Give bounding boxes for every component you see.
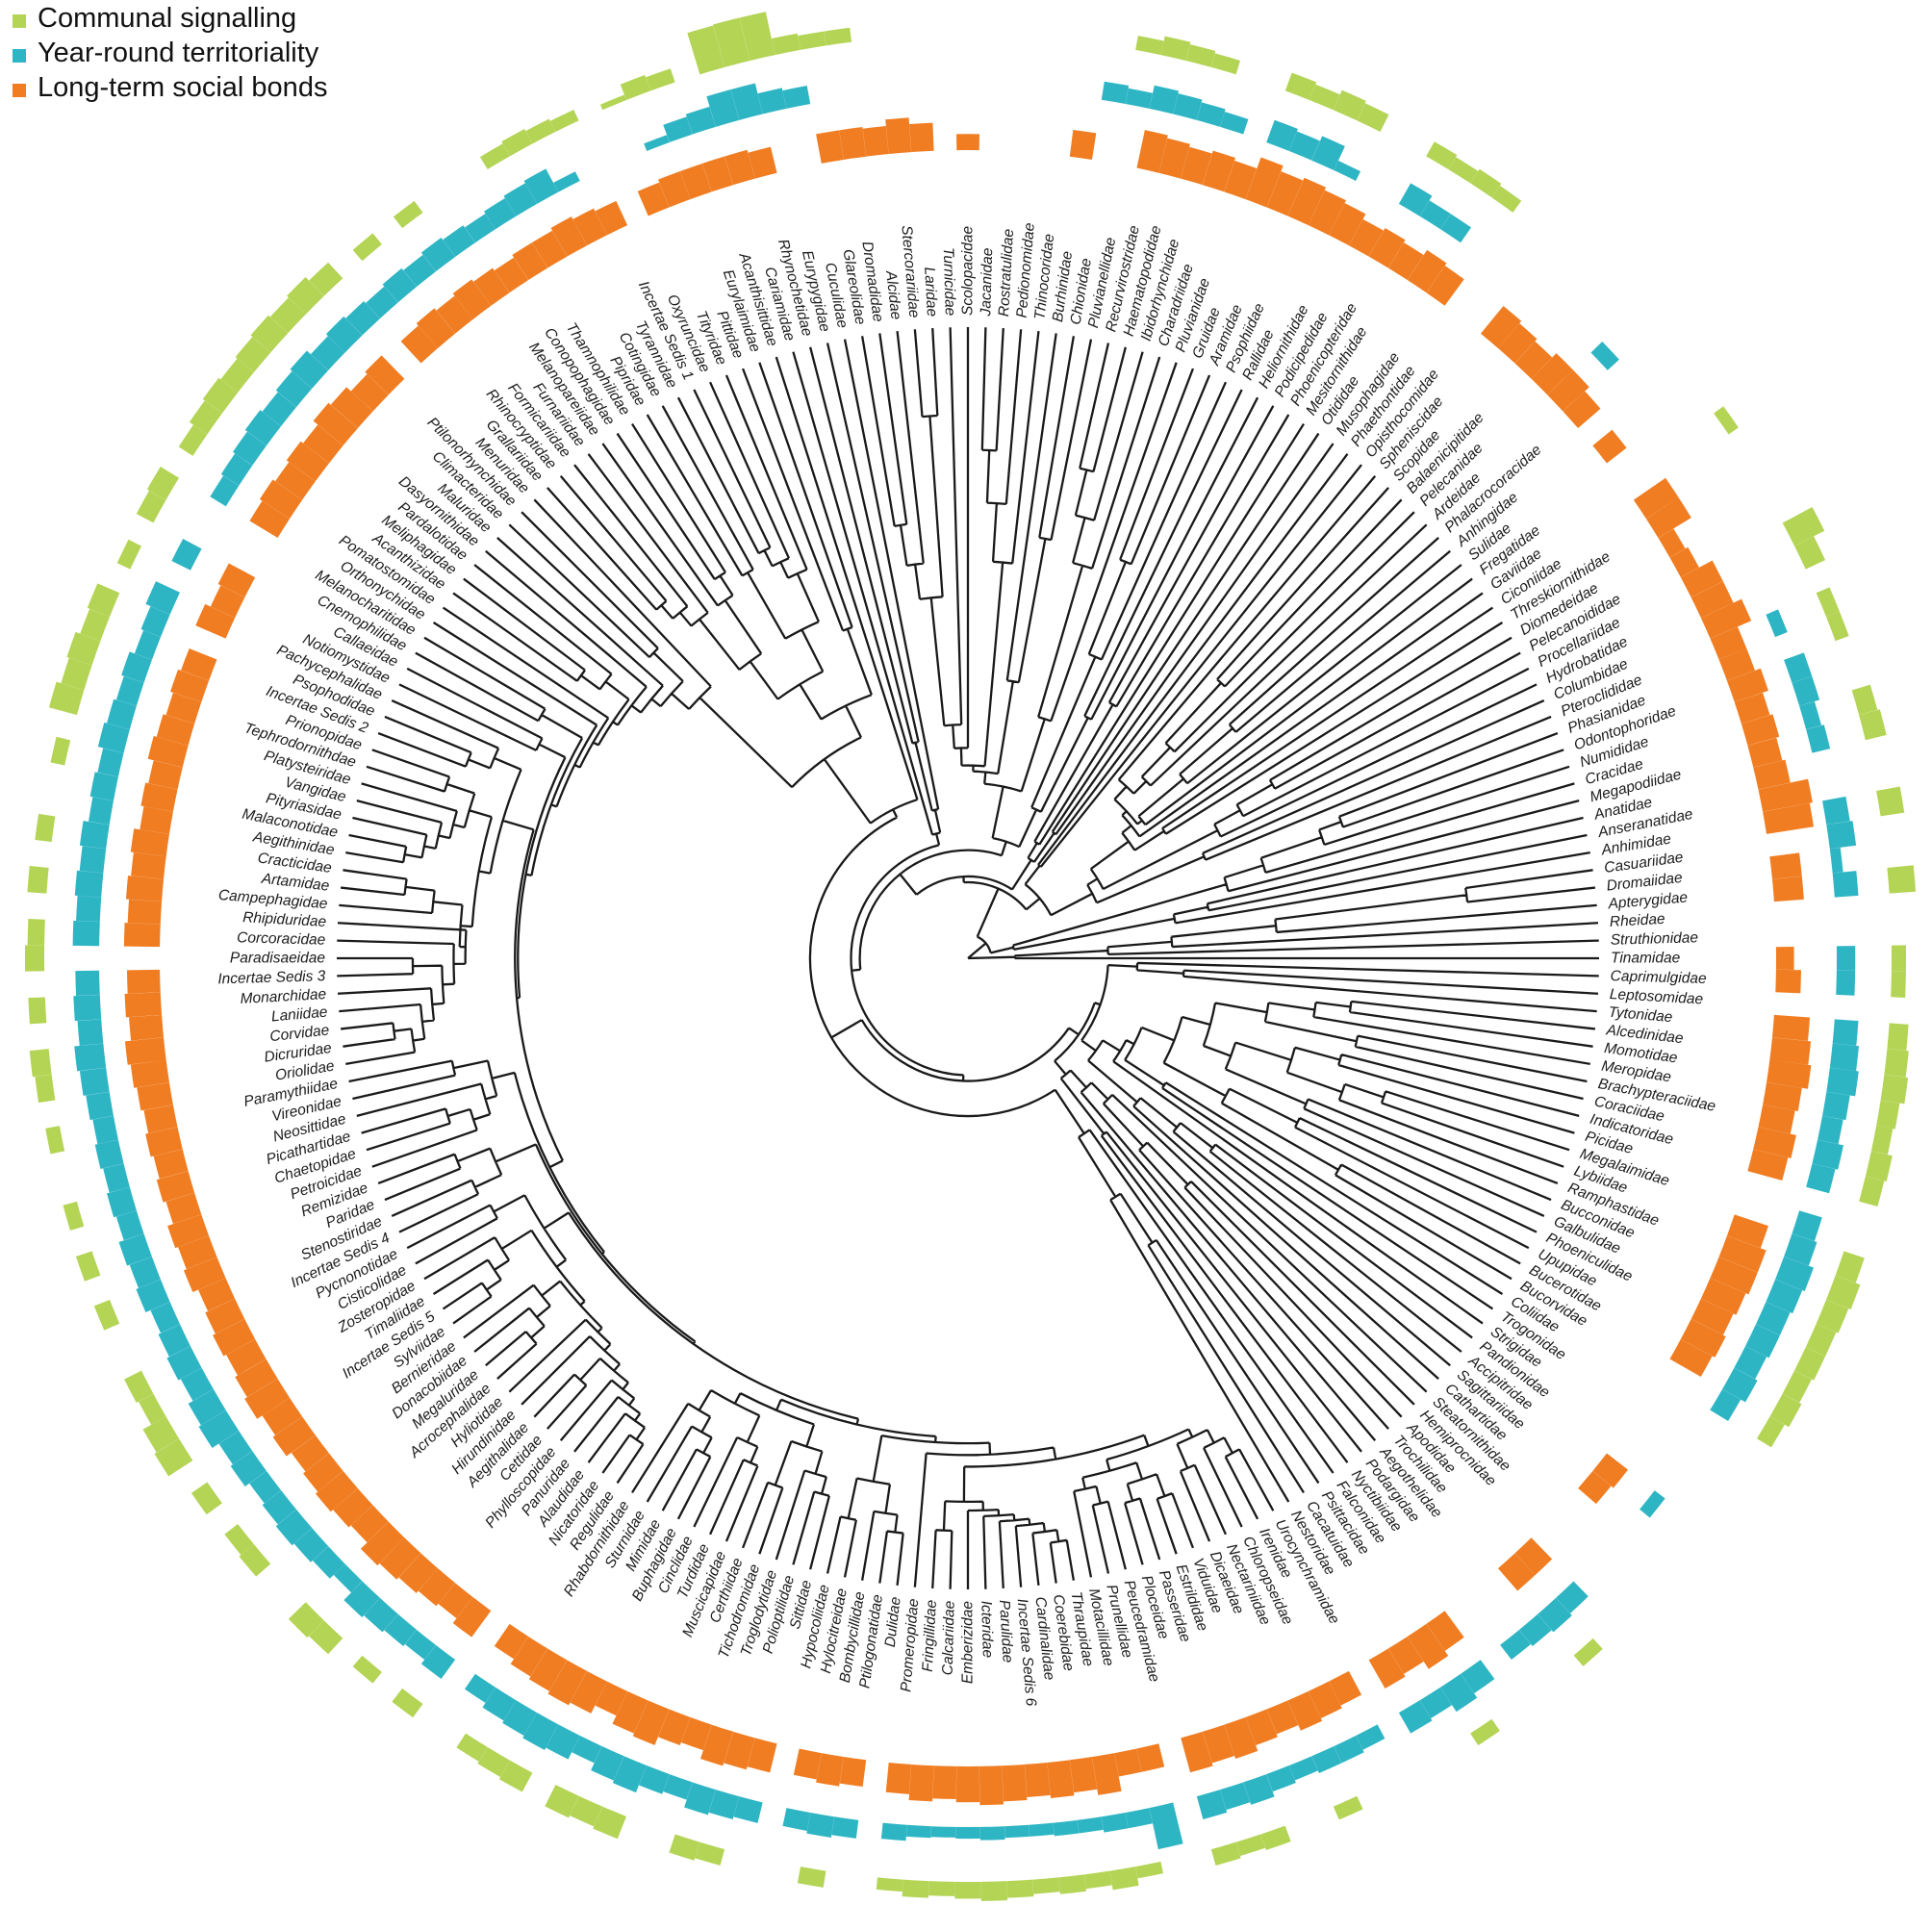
svg-text:Tinamidae: Tinamidae <box>1611 951 1681 967</box>
svg-text:Icteridae: Icteridae <box>978 1600 996 1658</box>
svg-text:Communal signalling: Communal signalling <box>38 3 296 34</box>
svg-text:Laniidae: Laniidae <box>270 1004 328 1026</box>
svg-text:Monarchidae: Monarchidae <box>240 986 327 1007</box>
svg-text:Struthionidae: Struthionidae <box>1610 929 1698 949</box>
svg-text:Incertae Sedis 3: Incertae Sedis 3 <box>217 968 326 987</box>
svg-text:Rostratulidae: Rostratulidae <box>996 228 1017 317</box>
svg-text:Leptosomidae: Leptosomidae <box>1609 986 1704 1007</box>
svg-text:Laridae: Laridae <box>921 267 940 317</box>
svg-text:Turnicidae: Turnicidae <box>940 247 958 317</box>
svg-text:Rheidae: Rheidae <box>1609 911 1665 930</box>
svg-text:Calcariidae: Calcariidae <box>940 1600 958 1675</box>
svg-text:Paradisaeidae: Paradisaeidae <box>230 951 325 967</box>
svg-text:Caprimulgidae: Caprimulgidae <box>1610 968 1707 987</box>
svg-text:Emberizidae: Emberizidae <box>960 1601 977 1685</box>
svg-text:Tytonidae: Tytonidae <box>1608 1004 1673 1027</box>
svg-text:Alcidae: Alcidae <box>882 269 904 321</box>
svg-text:Year-round territoriality: Year-round territoriality <box>38 38 319 68</box>
svg-text:Corcoracidae: Corcoracidae <box>237 929 326 949</box>
svg-text:Jacanidae: Jacanidae <box>978 247 996 317</box>
svg-text:Parulidae: Parulidae <box>996 1599 1016 1663</box>
svg-text:Fringillidae: Fringillidae <box>920 1599 940 1672</box>
svg-text:Corvidae: Corvidae <box>269 1022 331 1045</box>
svg-text:Rhipiduridae: Rhipiduridae <box>242 909 327 930</box>
svg-text:Scolopacidae: Scolopacidae <box>960 226 977 316</box>
svg-text:Dulidae: Dulidae <box>882 1595 904 1648</box>
svg-text:Long-term social bonds: Long-term social bonds <box>38 72 327 103</box>
